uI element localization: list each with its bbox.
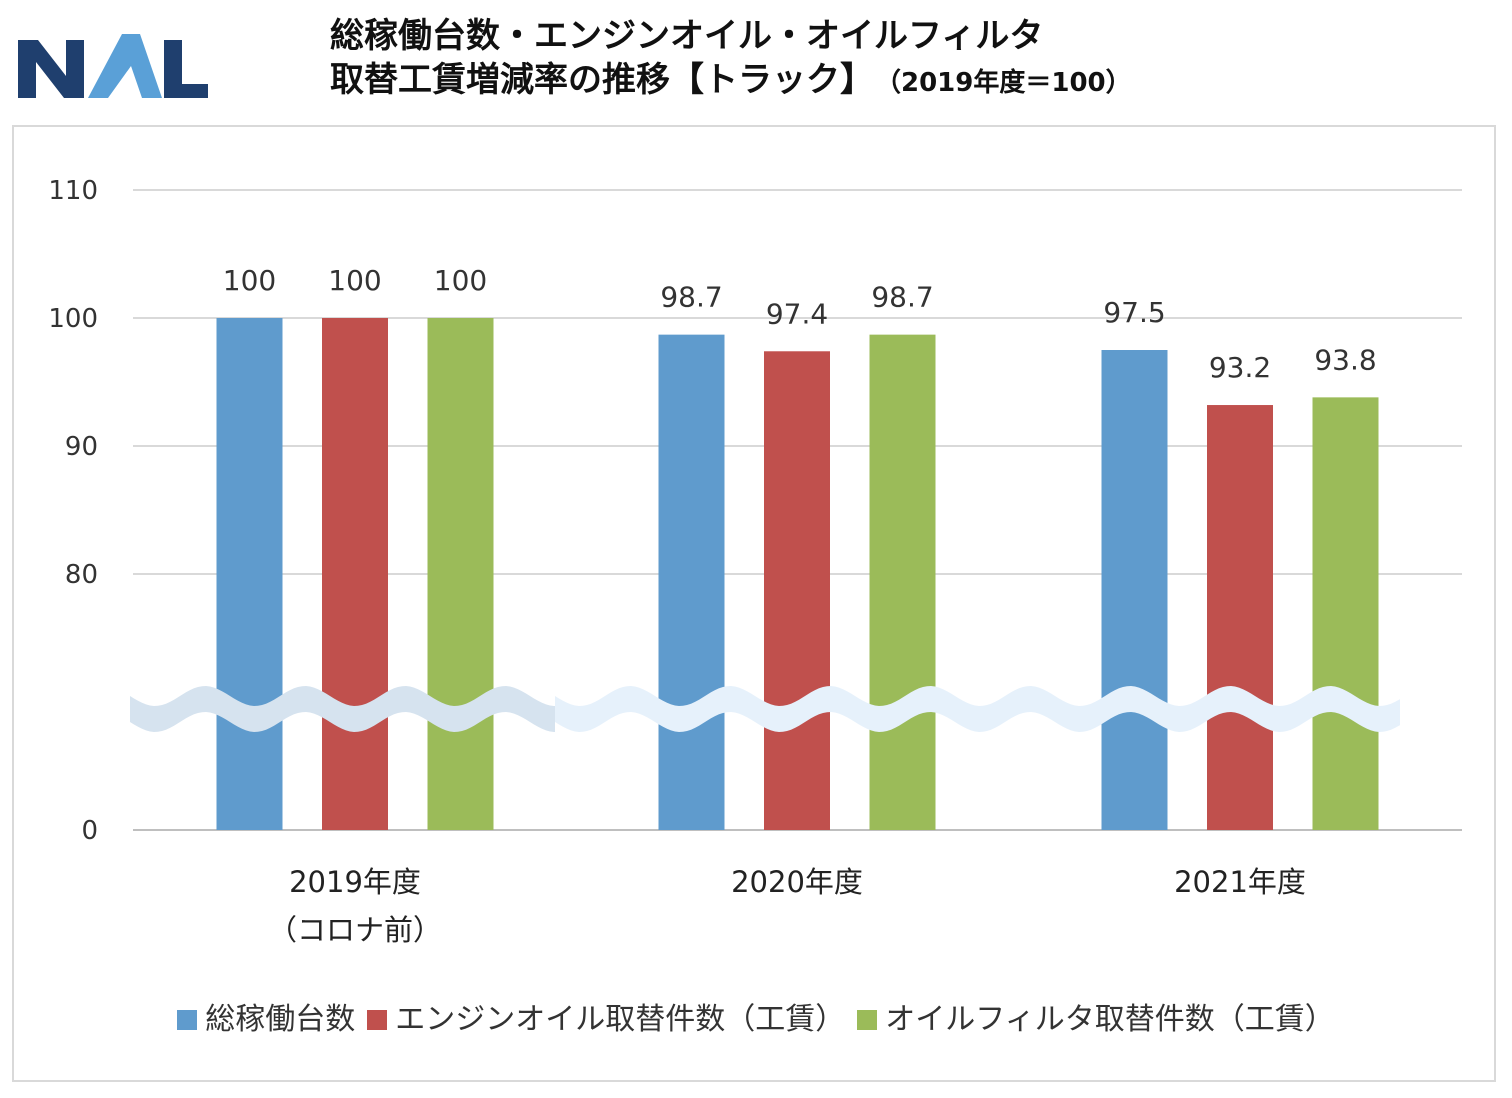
- data-label-series2-cat1: 100: [328, 264, 381, 297]
- legend-item-2: エンジンオイル取替件数（工賃）: [367, 994, 845, 1038]
- x-tick-label-2: 2020年度: [731, 865, 863, 899]
- axis-break-wave-left: [130, 686, 555, 732]
- legend-label-2: エンジンオイル取替件数（工賃）: [395, 1002, 846, 1037]
- legend-swatch-1: [177, 1010, 198, 1030]
- logo-letter-l: [164, 40, 208, 98]
- legend-swatch-2: [367, 1010, 388, 1030]
- chart-title-line2: 取替工賃増減率の推移【トラック】: [330, 60, 874, 100]
- chart-title-line1: 総稼働台数・エンジンオイル・オイルフィルタ: [330, 16, 1044, 56]
- data-label-series2-cat3: 93.2: [1209, 351, 1271, 384]
- bar-series2-cat1: [322, 318, 388, 830]
- chart-title-note: （2019年度＝100）: [888, 68, 1132, 98]
- chart-legend: 総稼働台数 エンジンオイル取替件数（工賃） オイルフィルタ取替件数（工賃）: [0, 994, 1512, 1038]
- data-label-series3-cat2: 98.7: [871, 281, 933, 314]
- legend-swatch-3: [857, 1010, 878, 1030]
- x-tick-label-3: 2021年度: [1174, 865, 1306, 899]
- bar-series2-cat2: [764, 351, 830, 830]
- x-tick-label-1: 2019年度: [289, 865, 421, 899]
- logo-letter-a: [88, 34, 162, 98]
- nal-logo: [18, 34, 208, 98]
- data-label-series3-cat3: 93.8: [1314, 343, 1376, 376]
- bar-chart: 0 80 90 100 110 100 98.7 97.5 100 97.4 93.2 100 98.…: [48, 176, 1462, 947]
- logo-letter-n: [18, 40, 84, 98]
- legend-label-3: オイルフィルタ取替件数（工賃）: [885, 1002, 1335, 1037]
- y-tick-label-80: 80: [65, 560, 98, 590]
- bar-series2-cat3: [1207, 405, 1273, 830]
- bar-series1-cat1: [216, 318, 283, 830]
- chart-frame: [12, 125, 1496, 1082]
- data-label-series2-cat2: 97.4: [766, 297, 828, 330]
- bar-series3-cat2: [869, 334, 936, 830]
- y-tick-label-110: 110: [48, 176, 98, 206]
- bar-series3-cat3: [1312, 397, 1379, 830]
- y-tick-label-0: 0: [81, 816, 98, 846]
- bar-series1-cat3: [1101, 350, 1168, 830]
- legend-item-1: 総稼働台数: [177, 994, 355, 1038]
- x-tick-sublabel-1: （コロナ前）: [268, 913, 442, 947]
- bar-series3-cat1: [427, 318, 494, 830]
- bar-series1-cat2: [658, 334, 725, 830]
- data-label-series3-cat1: 100: [434, 264, 487, 297]
- data-label-series1-cat1: 100: [223, 264, 276, 297]
- data-label-series1-cat3: 97.5: [1103, 296, 1165, 329]
- y-tick-label-100: 100: [48, 304, 98, 334]
- axis-break-wave-right: [555, 686, 1400, 732]
- legend-item-3: オイルフィルタ取替件数（工賃）: [857, 994, 1335, 1038]
- y-tick-label-90: 90: [65, 432, 98, 462]
- data-label-series1-cat2: 98.7: [660, 281, 722, 314]
- legend-label-1: 総稼働台数: [205, 1002, 356, 1037]
- chart-title: 総稼働台数・エンジンオイル・オイルフィルタ 取替工賃増減率の推移【トラック】 （2…: [330, 14, 1132, 105]
